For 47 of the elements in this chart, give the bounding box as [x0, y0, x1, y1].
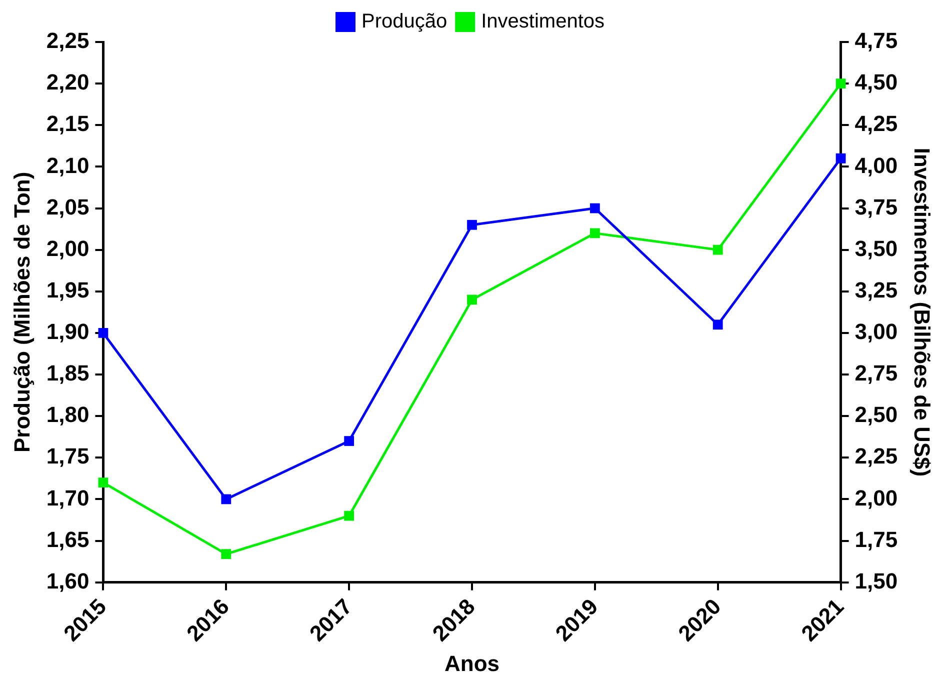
y-tick-label: 2,05: [46, 194, 90, 220]
point: [98, 328, 108, 338]
y2-tick-label: 4,75: [854, 28, 898, 54]
y2-tick-label: 2,75: [854, 360, 898, 386]
legend-label: Investimentos: [481, 10, 605, 33]
y2-tick-label: 3,25: [854, 277, 898, 302]
point: [836, 78, 846, 89]
y-axis-title: Produção (Milhões de Ton): [9, 172, 34, 453]
y-tick-label: 1,60: [46, 568, 90, 594]
point: [712, 320, 723, 330]
y-tick-label: 2,15: [46, 111, 90, 136]
y-tick-label: 2,00: [46, 236, 90, 261]
point: [712, 244, 723, 255]
y-tick-label: 2,10: [46, 152, 90, 178]
y-tick-label: 1,80: [46, 402, 90, 428]
point: [590, 228, 600, 238]
y2-tick-label: 3,00: [854, 319, 898, 344]
y-tick-label: 2,20: [46, 70, 90, 95]
legend-label: Produção: [362, 10, 448, 33]
point: [467, 220, 477, 230]
y2-tick-label: 1,50: [854, 568, 898, 594]
y-tick-label: 1,95: [46, 277, 90, 302]
y-tick-label: 1,75: [46, 444, 90, 469]
point: [221, 494, 232, 504]
y2-tick-label: 3,50: [854, 236, 898, 261]
y2-tick-label: 2,00: [854, 485, 898, 510]
point: [344, 510, 354, 521]
y2-tick-label: 4,00: [854, 152, 898, 178]
y-tick-label: 1,85: [46, 360, 90, 386]
y2-axis-title: Investimentos (Bilhões de US$): [910, 148, 935, 477]
point: [344, 436, 354, 446]
y-tick-label: 1,90: [46, 319, 90, 344]
point: [221, 549, 232, 560]
y2-tick-label: 4,25: [854, 111, 898, 136]
y2-tick-label: 2,50: [854, 402, 898, 428]
y-tick-label: 1,70: [46, 485, 90, 510]
point: [836, 153, 846, 164]
y2-tick-label: 4,50: [854, 70, 898, 95]
y2-tick-label: 3,75: [854, 194, 898, 220]
x-axis-title: Anos: [444, 650, 500, 676]
y-tick-label: 2,25: [46, 28, 90, 54]
y2-tick-label: 2,25: [854, 444, 898, 469]
y-tick-label: 1,65: [46, 526, 90, 552]
point: [98, 478, 108, 488]
point: [467, 294, 477, 305]
y2-tick-label: 1,75: [854, 526, 898, 552]
point: [590, 203, 600, 214]
